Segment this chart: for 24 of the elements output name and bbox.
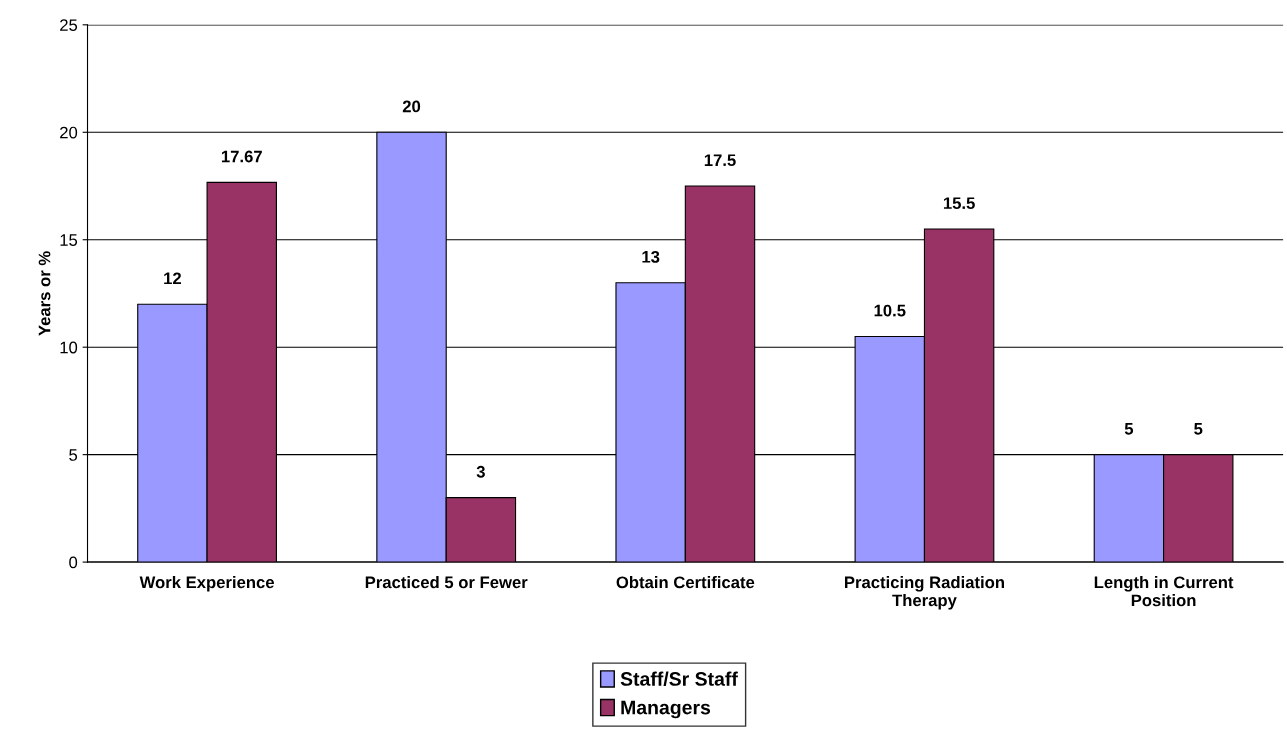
x-tick-label: Length in Current Position (1094, 575, 1234, 607)
legend-label: Staff/Sr Staff (620, 671, 738, 687)
data-label: 17.5 (704, 154, 736, 167)
data-label: 15.5 (943, 197, 975, 210)
x-tick-label: Practicing Radiation Therapy (845, 575, 1004, 610)
y-tick-label: 25 (60, 19, 78, 32)
x-tick-label: Work Experience (139, 575, 274, 592)
data-label: 13 (642, 250, 660, 263)
data-label: 12 (164, 272, 182, 285)
data-label: 17.67 (221, 150, 262, 163)
data-label: 3 (476, 465, 485, 478)
y-axis-title: Years or % (38, 251, 51, 336)
data-label: 10.5 (874, 304, 906, 317)
y-tick-label: 15 (60, 234, 78, 246)
y-tick-label: 20 (60, 126, 78, 139)
y-tick-label: 10 (60, 341, 78, 354)
data-label: 5 (1194, 423, 1203, 435)
data-label: 5 (1124, 423, 1134, 435)
x-tick-label: Practiced 5 or Fewer (365, 575, 528, 589)
data-label: 20 (402, 100, 421, 113)
y-tick-label: 5 (69, 449, 78, 461)
y-tick-label: 0 (69, 556, 78, 569)
legend-label: Managers (621, 700, 711, 719)
x-tick-label: Obtain Certificate (616, 575, 755, 589)
